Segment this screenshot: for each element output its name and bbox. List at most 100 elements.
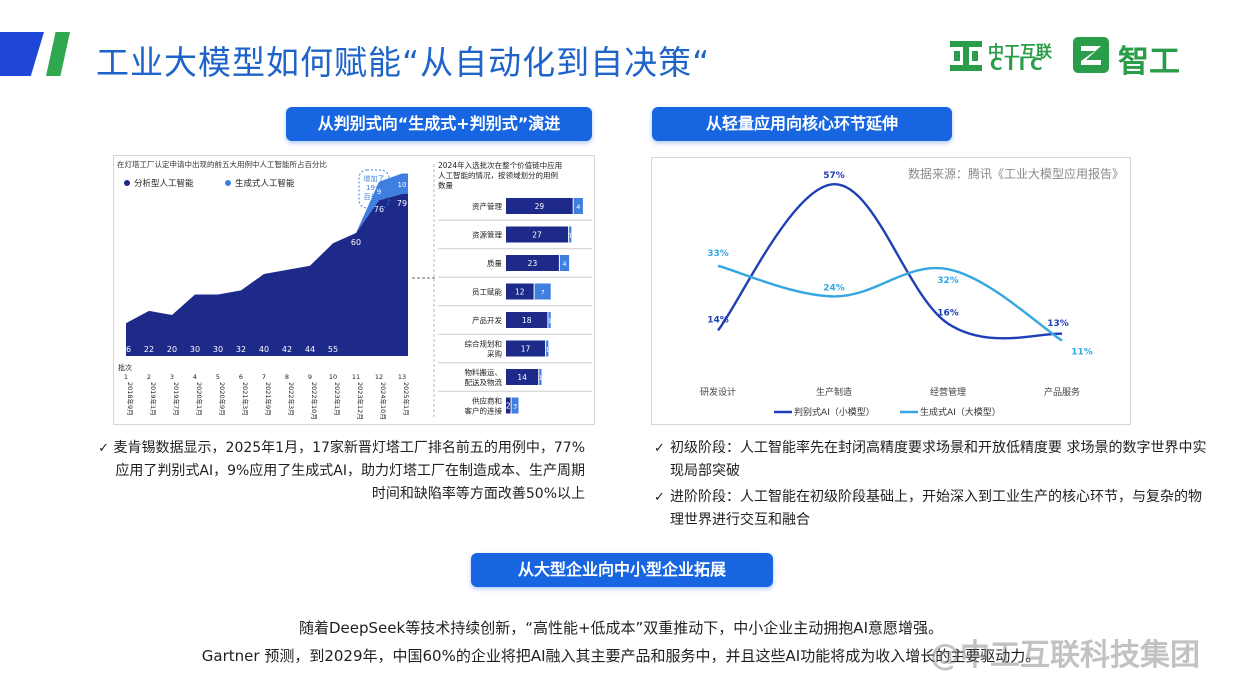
line-legend-label: 生成式AI（大模型） [920, 406, 1001, 418]
bar-genai [534, 283, 551, 300]
annotation-line2: 19个 [366, 184, 382, 192]
area-genai-value-label: 10 [398, 181, 407, 189]
annotation-bubble [358, 169, 390, 209]
legend-genai-label: 生成式人工智能 [235, 178, 295, 189]
tencent-chart-panel: 数据来源：腾讯《工业大模型应用报告》 14% 57% 16% 13% 33% 24% 32%… [651, 157, 1131, 425]
annotation-line1: 增加了 [364, 174, 385, 183]
header-stripe-green [46, 32, 70, 76]
bar-genai [559, 255, 570, 271]
area-chart: 16 22 20 30 30 32 40 42 44 55607679910批次12018年9月2… [118, 173, 411, 420]
bottom-text-line2: Gartner 预测，到2029年，中国60%的企业将把AI融入其主要产品和服务… [201, 647, 1041, 665]
area-tick-label: 3 [170, 373, 174, 381]
area-tick-label: 12 [375, 373, 383, 381]
chart-source: 数据来源：腾讯《工业大模型应用报告》 [908, 166, 1124, 181]
area-date-label: 2019年7月 [172, 382, 181, 416]
line-series-generative [717, 264, 1063, 342]
header-stripe-blue [0, 32, 44, 76]
line-point-label: 32% [937, 276, 959, 286]
area-tick-label: 6 [239, 373, 243, 381]
area-tick-label: 9 [308, 373, 312, 381]
bar-analytic [506, 369, 539, 385]
area-value-label: 20 [167, 345, 177, 354]
area-date-label: 2019年1月 [149, 382, 158, 416]
area-date-label: 2018年9月 [126, 382, 135, 416]
bar-analytic [506, 198, 573, 214]
bar-genai [569, 226, 572, 243]
right-bullets: ✓ 初级阶段：人工智能率先在封闭高精度要求场景和开放低精度要 求场景的数字世界中实… [654, 437, 1214, 532]
bar-genai-value: 3 [513, 403, 517, 411]
bar-category-label: 客户的连接 [465, 406, 503, 416]
line-x-tick-label: 经营管理 [930, 386, 966, 398]
bar-analytic [506, 226, 569, 243]
area-chart-title: 在灯塔工厂认定申请中出现的前五大用例中人工智能所占百分比 [117, 159, 327, 169]
bar-genai [548, 312, 551, 328]
bar-category-label: 资产管理 [472, 201, 502, 211]
area-tick-label: 5 [216, 373, 220, 381]
bar-title-line2: 人工智能的情况，按领域划分的用例 [438, 170, 558, 180]
mckinsey-chart-svg: 在灯塔工厂认定申请中出现的前五大用例中人工智能所占百分比 分析型人工智能 生成式… [117, 159, 592, 420]
area-tick-label: 11 [352, 373, 360, 381]
line-x-tick-label: 生产制造 [816, 386, 852, 398]
zhigong-logo-mark-icon [1073, 37, 1109, 73]
area-value-label: 40 [259, 345, 269, 354]
area-date-label: 2024年10月 [379, 382, 388, 420]
bar-category-label: 产品开发 [472, 315, 502, 325]
line-x-tick-label: 研发设计 [700, 386, 736, 398]
bar-genai-value: 7 [541, 289, 545, 297]
area-series-analytic [126, 194, 408, 356]
area-date-label: 2025年1月 [402, 382, 411, 416]
area-tick-label: 2 [147, 373, 151, 381]
bar-analytic [506, 255, 559, 271]
area-value-label: 79 [397, 199, 407, 208]
area-date-label: 2023年12月 [356, 382, 365, 420]
annotation-line3: 百分点 [364, 192, 385, 201]
bar-category-label: 物料搬运、 [465, 367, 503, 377]
ciic-logo-cn: 中工互联 [988, 42, 1053, 61]
legend-analytic-label: 分析型人工智能 [134, 178, 194, 189]
bar-category-label: 供应商和 [472, 396, 502, 406]
bottom-text-line1: 随着DeepSeek等技术持续创新，“高性能+低成本”双重推动下，中小企业主动拥… [299, 619, 943, 637]
area-value-label: 32 [236, 345, 246, 354]
check-icon: ✓ [98, 441, 109, 456]
area-date-label: 2020年1月 [195, 382, 204, 416]
page-title: 工业大模型如何赋能“从自动化到自决策“ [96, 43, 711, 82]
area-tick-label: 7 [262, 373, 266, 381]
area-date-label: 2021年9月 [264, 382, 273, 416]
bar-category-label: 员工赋能 [472, 287, 502, 297]
bar-analytic-value: 29 [535, 202, 545, 211]
bar-genai-value: 4 [562, 260, 566, 268]
area-date-label: 2022年3月 [287, 382, 296, 416]
bar-category-label: 资源管理 [472, 230, 502, 240]
bar-analytic-value: 18 [522, 316, 532, 325]
left-bullet-text: 麦肯锡数据显示，2025年1月，17家新晋灯塔工厂排名前五的用例中，77%应用了… [113, 440, 585, 502]
bar-category-label: 综合规划和 [465, 339, 503, 349]
area-date-label: 2020年9月 [218, 382, 227, 416]
area-xlabel: 批次 [118, 363, 132, 372]
line-point-label: 11% [1071, 348, 1093, 358]
bar-analytic [506, 283, 534, 300]
area-value-label: 60 [351, 238, 361, 247]
section-pill-right: 从轻量应用向核心环节延伸 [652, 107, 952, 141]
bar-category-label: 配送及物流 [465, 377, 503, 387]
right-bullet-1: 初级阶段：人工智能率先在封闭高精度要求场景和开放低精度要 求场景的数字世界中实现… [670, 440, 1207, 479]
area-value-label: 16 [121, 345, 131, 354]
bar-genai-value: 1 [539, 374, 543, 382]
check-icon: ✓ [654, 441, 665, 456]
area-value-label: 22 [144, 345, 154, 354]
bar-analytic-value: 27 [532, 231, 542, 240]
bar-genai [573, 198, 583, 214]
zhigong-logo: 智工 [1072, 36, 1202, 80]
bar-genai [511, 397, 519, 414]
bar-genai [546, 340, 549, 357]
line-point-label: 13% [1047, 319, 1069, 329]
bar-analytic-value: 12 [515, 288, 525, 297]
watermark: @中工互联科技集团 [930, 638, 1200, 673]
area-value-label: 30 [213, 345, 223, 354]
ciic-logo-mark-icon [950, 41, 982, 71]
bar-analytic-value: 14 [517, 373, 527, 382]
line-chart: 14% 57% 16% 13% 33% 24% 32% 11% 研发设计 生产制造 经营管理 产品服务… [700, 171, 1093, 418]
line-chart-svg: 数据来源：腾讯《工业大模型应用报告》 14% 57% 16% 13% 33% 24% 32%… [700, 166, 1124, 418]
bar-analytic-value: 23 [528, 259, 538, 268]
ciic-logo: 中工互联 CIIC [948, 38, 1052, 76]
area-tick-label: 8 [285, 373, 289, 381]
